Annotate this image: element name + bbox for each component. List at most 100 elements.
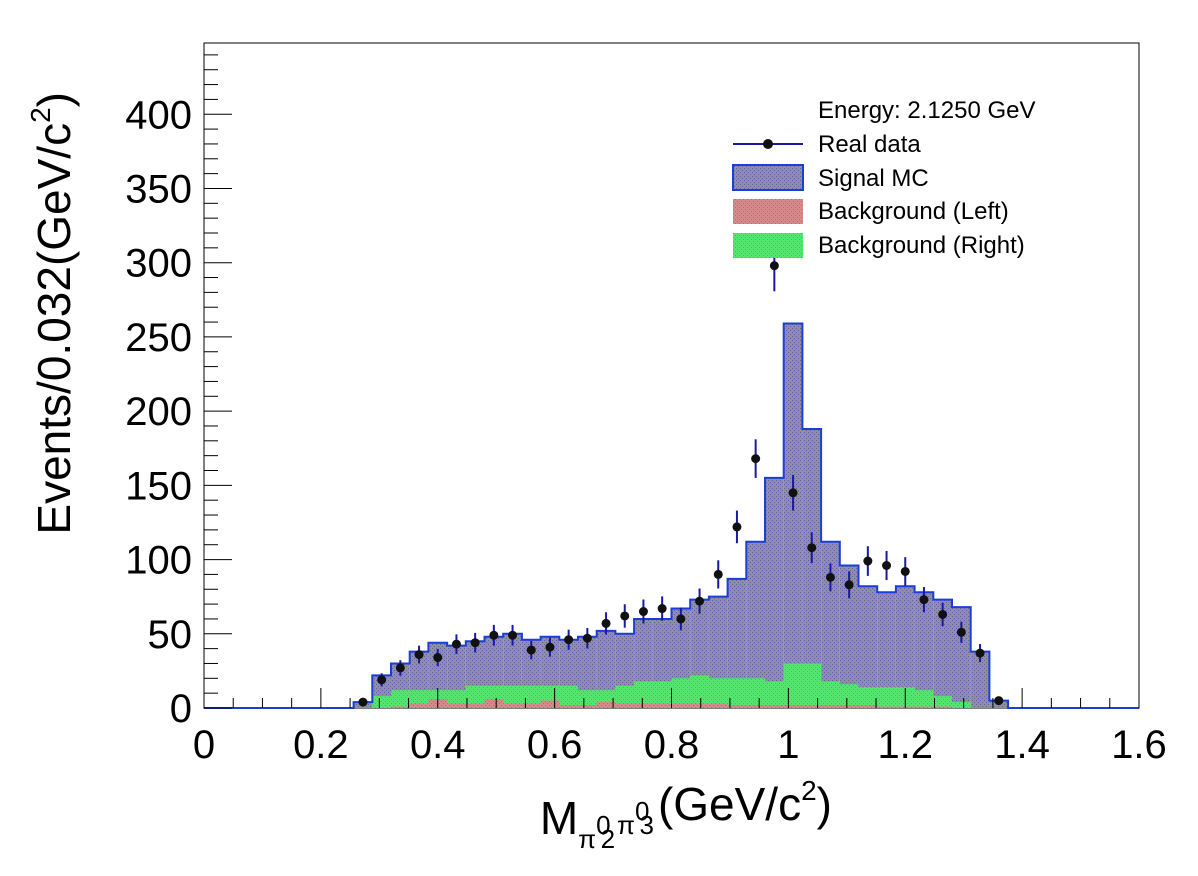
background-left-bin-24	[652, 703, 672, 708]
x-tick-label-7: 1.4	[994, 723, 1050, 767]
signal-mc-bin-32	[802, 428, 822, 708]
background-left-bin-33	[821, 705, 840, 708]
background-left-bin-10	[391, 706, 410, 708]
background-right-bin-28	[727, 678, 747, 708]
background-left-bin-17	[521, 703, 541, 708]
data-point-24	[807, 532, 817, 564]
legend-entry-signal-mc: Signal MC	[732, 164, 929, 192]
signal-mc-bin-40	[952, 607, 971, 708]
legend-real-data-marker	[763, 139, 773, 149]
background-right-bin-16	[503, 685, 522, 708]
x-tick-label-5: 1	[777, 723, 799, 767]
background-left-bin-18	[540, 700, 560, 708]
legend-signal-mc-label: Signal MC	[818, 165, 929, 192]
signal-mc-bin-36	[877, 592, 896, 708]
x-tick-label-1: 0.2	[293, 723, 349, 767]
data-point-32	[956, 621, 966, 643]
signal-mc-bin-34	[839, 565, 859, 708]
y-axis-title: Events/0.032(GeV/c2)	[25, 92, 80, 535]
data-point-26	[844, 571, 854, 599]
background-right-bin-17	[521, 685, 541, 708]
background-right-bin-31	[783, 663, 803, 708]
y-tick-label-2: 100	[125, 539, 192, 583]
plot-area	[203, 42, 1140, 709]
y-tick-label-4: 200	[125, 390, 192, 434]
x-axis-title: Mπ02π03(GeV/c2)	[540, 775, 832, 854]
background-left-bin-32	[802, 705, 822, 708]
signal-mc-bin-21	[596, 630, 616, 708]
background-left-bin-20	[578, 705, 597, 708]
background-left-histogram	[391, 699, 952, 708]
background-left-bin-27	[708, 703, 728, 708]
axis-ticks	[203, 54, 1140, 709]
y-tick-label-6: 300	[125, 242, 192, 286]
background-right-bin-27	[708, 678, 728, 708]
background-right-bin-38	[914, 690, 934, 708]
y-tick-label-0: 0	[170, 687, 192, 731]
background-right-bin-24	[652, 681, 672, 708]
background-right-bin-30	[765, 681, 784, 708]
legend-background-left-label: Background (Left)	[818, 198, 1009, 225]
background-right-bin-25	[671, 678, 691, 708]
data-point-23	[788, 474, 798, 511]
legend-entry-background-right: Background (Right)	[733, 232, 1025, 259]
background-left-bin-21	[596, 702, 616, 708]
background-right-bin-9	[372, 696, 391, 708]
background-right-bin-14	[465, 685, 485, 708]
data-point-31	[938, 602, 948, 627]
background-left-bin-11	[409, 703, 429, 708]
x-tick-label-4: 0.8	[644, 723, 700, 767]
signal-mc-bin-31	[783, 323, 803, 708]
background-left-bin-26	[690, 703, 709, 708]
background-right-bin-10	[391, 690, 410, 708]
data-point-6	[470, 632, 480, 653]
background-right-bin-36	[877, 687, 896, 708]
signal-mc-bin-39	[933, 599, 952, 708]
background-right-bin-20	[578, 690, 597, 708]
legend-background-right-swatch	[733, 233, 803, 258]
y-tick-label-8: 400	[125, 93, 192, 137]
background-right-bin-23	[634, 681, 653, 708]
legend-signal-mc-swatch	[732, 164, 804, 191]
signal-mc-bin-28	[727, 578, 747, 708]
y-tick-label-5: 250	[125, 316, 192, 360]
background-left-bin-16	[503, 703, 522, 708]
y-axis-tick-labels: 0 50 100 150 200 250 300 350 400	[125, 93, 192, 731]
signal-mc-bin-37	[895, 586, 915, 708]
background-left-bin-39	[933, 706, 952, 708]
background-right-bin-35	[858, 687, 878, 708]
data-point-15	[638, 599, 648, 624]
data-point-8	[508, 624, 518, 646]
legend-real-data-label: Real data	[818, 131, 921, 158]
y-tick-label-1: 50	[148, 613, 193, 657]
background-left-bin-13	[447, 703, 466, 708]
signal-mc-bin-33	[821, 541, 840, 708]
data-point-1	[377, 673, 387, 687]
signal-mc-bin-38	[914, 592, 934, 708]
data-point-28	[882, 550, 892, 581]
background-right-bin-22	[615, 685, 635, 708]
data-point-5	[451, 634, 461, 654]
x-tick-label-8: 1.6	[1111, 723, 1167, 767]
data-point-12	[582, 627, 592, 649]
data-point-13	[601, 612, 611, 635]
background-left-bin-30	[765, 705, 784, 708]
signal-mc-bin-41	[970, 651, 990, 708]
background-left-bin-25	[671, 703, 691, 708]
data-point-30	[919, 587, 929, 613]
legend-background-right-label: Background (Right)	[818, 232, 1025, 259]
x-tick-label-0: 0	[193, 723, 215, 767]
x-tick-label-2: 0.4	[410, 723, 466, 767]
data-point-3	[414, 645, 424, 664]
background-left-bin-19	[559, 705, 578, 708]
data-point-10	[545, 637, 555, 657]
data-point-18	[695, 588, 705, 614]
data-point-19	[713, 560, 723, 589]
background-left-bin-38	[914, 706, 934, 708]
y-tick-label-7: 350	[125, 167, 192, 211]
data-point-27	[863, 546, 873, 576]
background-right-bin-40	[952, 702, 971, 708]
data-point-29	[900, 557, 910, 586]
background-right-bin-26	[690, 675, 709, 708]
